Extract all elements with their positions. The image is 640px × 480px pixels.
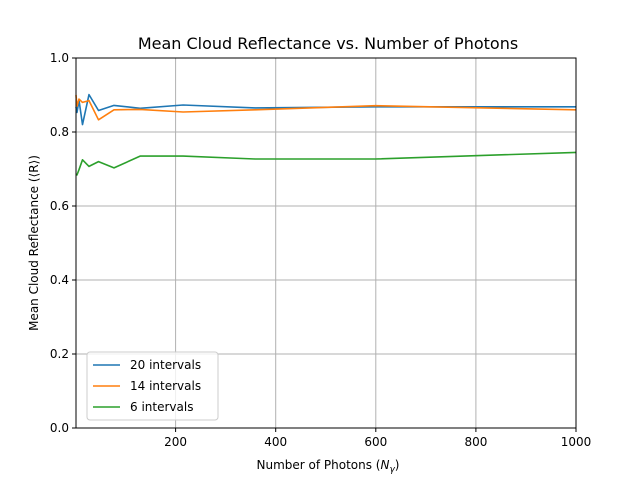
x-tick-label: 200: [164, 435, 187, 449]
x-tick-label: 400: [264, 435, 287, 449]
y-tick-label: 0.0: [50, 421, 69, 435]
legend-label: 20 intervals: [130, 358, 201, 372]
y-tick-label: 0.6: [50, 199, 69, 213]
y-tick-label: 0.2: [50, 347, 69, 361]
y-tick-label: 1.0: [50, 51, 69, 65]
x-axis-label: Number of Photons (Nγ): [257, 458, 400, 475]
series-group: [75, 93, 577, 176]
y-axis-label: Mean Cloud Reflectance (⟨R⟩): [27, 155, 41, 331]
legend-label: 6 intervals: [130, 400, 193, 414]
series-line: [75, 94, 577, 121]
x-tick-label: 1000: [561, 435, 592, 449]
legend-label: 14 intervals: [130, 379, 201, 393]
y-tick-label: 0.8: [50, 125, 69, 139]
y-tick-label: 0.4: [50, 273, 69, 287]
legend-box: [86, 351, 219, 421]
plot-frame: [75, 57, 577, 429]
series-line: [75, 151, 577, 176]
chart-title: Mean Cloud Reflectance vs. Number of Pho…: [138, 34, 518, 53]
x-tick-label: 600: [364, 435, 387, 449]
axis-ticks: 200 400 600 800 1000 0.0 0.2 0.4 0.6 0.8 1.0: [50, 51, 591, 449]
x-tick-label: 800: [464, 435, 487, 449]
legend: 20 intervals 14 intervals 6 intervals: [86, 351, 219, 421]
